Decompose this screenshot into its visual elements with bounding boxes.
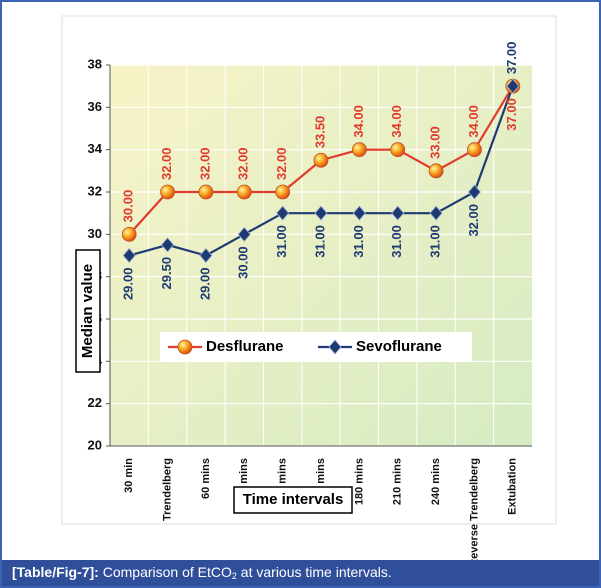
point xyxy=(313,152,329,168)
value-label: 31.00 xyxy=(428,225,443,258)
caption: [Table/Fig-7]: Comparison of EtCO2 at va… xyxy=(12,564,392,582)
point xyxy=(391,205,405,221)
point xyxy=(199,247,213,264)
overlay: Median value Time intervals Desflurane Se… xyxy=(75,249,472,514)
value-label: 32.00 xyxy=(274,147,289,180)
x-tick-label: 210 mins xyxy=(392,458,404,505)
y-tick-label: 36 xyxy=(88,99,102,114)
x-tick-label: mins xyxy=(315,458,327,484)
point xyxy=(351,142,367,158)
plot-area xyxy=(110,65,532,446)
x-tick-label: Reverse Trendelberg xyxy=(468,458,480,567)
point xyxy=(428,163,444,179)
value-label: 34.00 xyxy=(389,105,404,138)
value-label: 31.00 xyxy=(274,225,289,258)
value-label: 30.00 xyxy=(236,246,251,279)
x-tick-label: mins xyxy=(277,458,289,484)
caption-bar xyxy=(2,560,599,586)
point xyxy=(177,339,193,355)
x-tick-label: Extubation xyxy=(507,458,519,515)
y-tick-label: 20 xyxy=(88,437,102,452)
point xyxy=(328,339,342,355)
point xyxy=(429,205,443,221)
point xyxy=(237,226,251,242)
value-label: 29.00 xyxy=(121,268,136,301)
y-axis-label: Median value xyxy=(79,264,96,358)
point xyxy=(275,184,291,200)
value-label: 31.00 xyxy=(389,225,404,258)
point xyxy=(390,142,406,158)
value-label: 32.00 xyxy=(159,147,174,180)
point xyxy=(352,205,366,221)
point xyxy=(160,184,175,200)
x-axis-label: Time intervals xyxy=(243,491,344,508)
value-label: 33.00 xyxy=(428,126,443,159)
caption-subscript: 2 xyxy=(232,571,237,581)
value-label: 34.00 xyxy=(466,105,481,138)
point xyxy=(276,205,290,221)
x-tick-label: 30 min xyxy=(123,458,135,493)
point xyxy=(314,205,328,221)
value-label: 31.00 xyxy=(312,225,327,258)
point xyxy=(122,247,136,264)
value-label: 37.00 xyxy=(504,98,519,131)
point xyxy=(198,184,214,200)
value-label: 29.00 xyxy=(197,268,212,301)
y-tick-label: 38 xyxy=(88,56,102,71)
point xyxy=(236,184,252,200)
x-tick-label: Trendelberg xyxy=(161,458,173,521)
plot: 2022242628303234363830 minTrendelberg60 … xyxy=(88,42,532,567)
x-tick-label: 60 mins xyxy=(200,458,212,499)
point xyxy=(161,237,175,253)
legend-box xyxy=(160,332,472,362)
caption-text: Comparison of EtCO xyxy=(103,564,232,580)
y-tick-label: 22 xyxy=(88,395,102,410)
value-label: 29.50 xyxy=(159,257,174,290)
point xyxy=(121,226,137,242)
legend-label: Sevoflurane xyxy=(356,338,442,355)
y-tick-label: 30 xyxy=(88,226,102,241)
caption-text: at various time intervals. xyxy=(237,564,392,580)
point xyxy=(506,78,520,94)
x-label-box xyxy=(233,486,353,514)
value-label: 33.50 xyxy=(312,116,327,149)
value-label: 32.00 xyxy=(466,204,481,237)
y-tick-label: 32 xyxy=(88,183,102,198)
x-tick-label: mins xyxy=(238,458,250,484)
value-label: 34.00 xyxy=(351,105,366,138)
x-tick-label: 240 mins xyxy=(430,458,442,505)
point xyxy=(467,184,481,200)
value-label: 37.00 xyxy=(504,42,519,75)
caption-label: [Table/Fig-7]: xyxy=(12,564,99,580)
y-label-box xyxy=(75,249,101,373)
value-label: 31.00 xyxy=(351,225,366,258)
value-label: 32.00 xyxy=(236,147,251,180)
value-label: 30.00 xyxy=(121,190,136,223)
x-tick-label: 180 mins xyxy=(353,458,365,505)
value-label: 32.00 xyxy=(197,147,212,180)
y-tick-label: 34 xyxy=(88,141,103,156)
point xyxy=(467,142,482,158)
legend-label: Desflurane xyxy=(206,338,284,355)
